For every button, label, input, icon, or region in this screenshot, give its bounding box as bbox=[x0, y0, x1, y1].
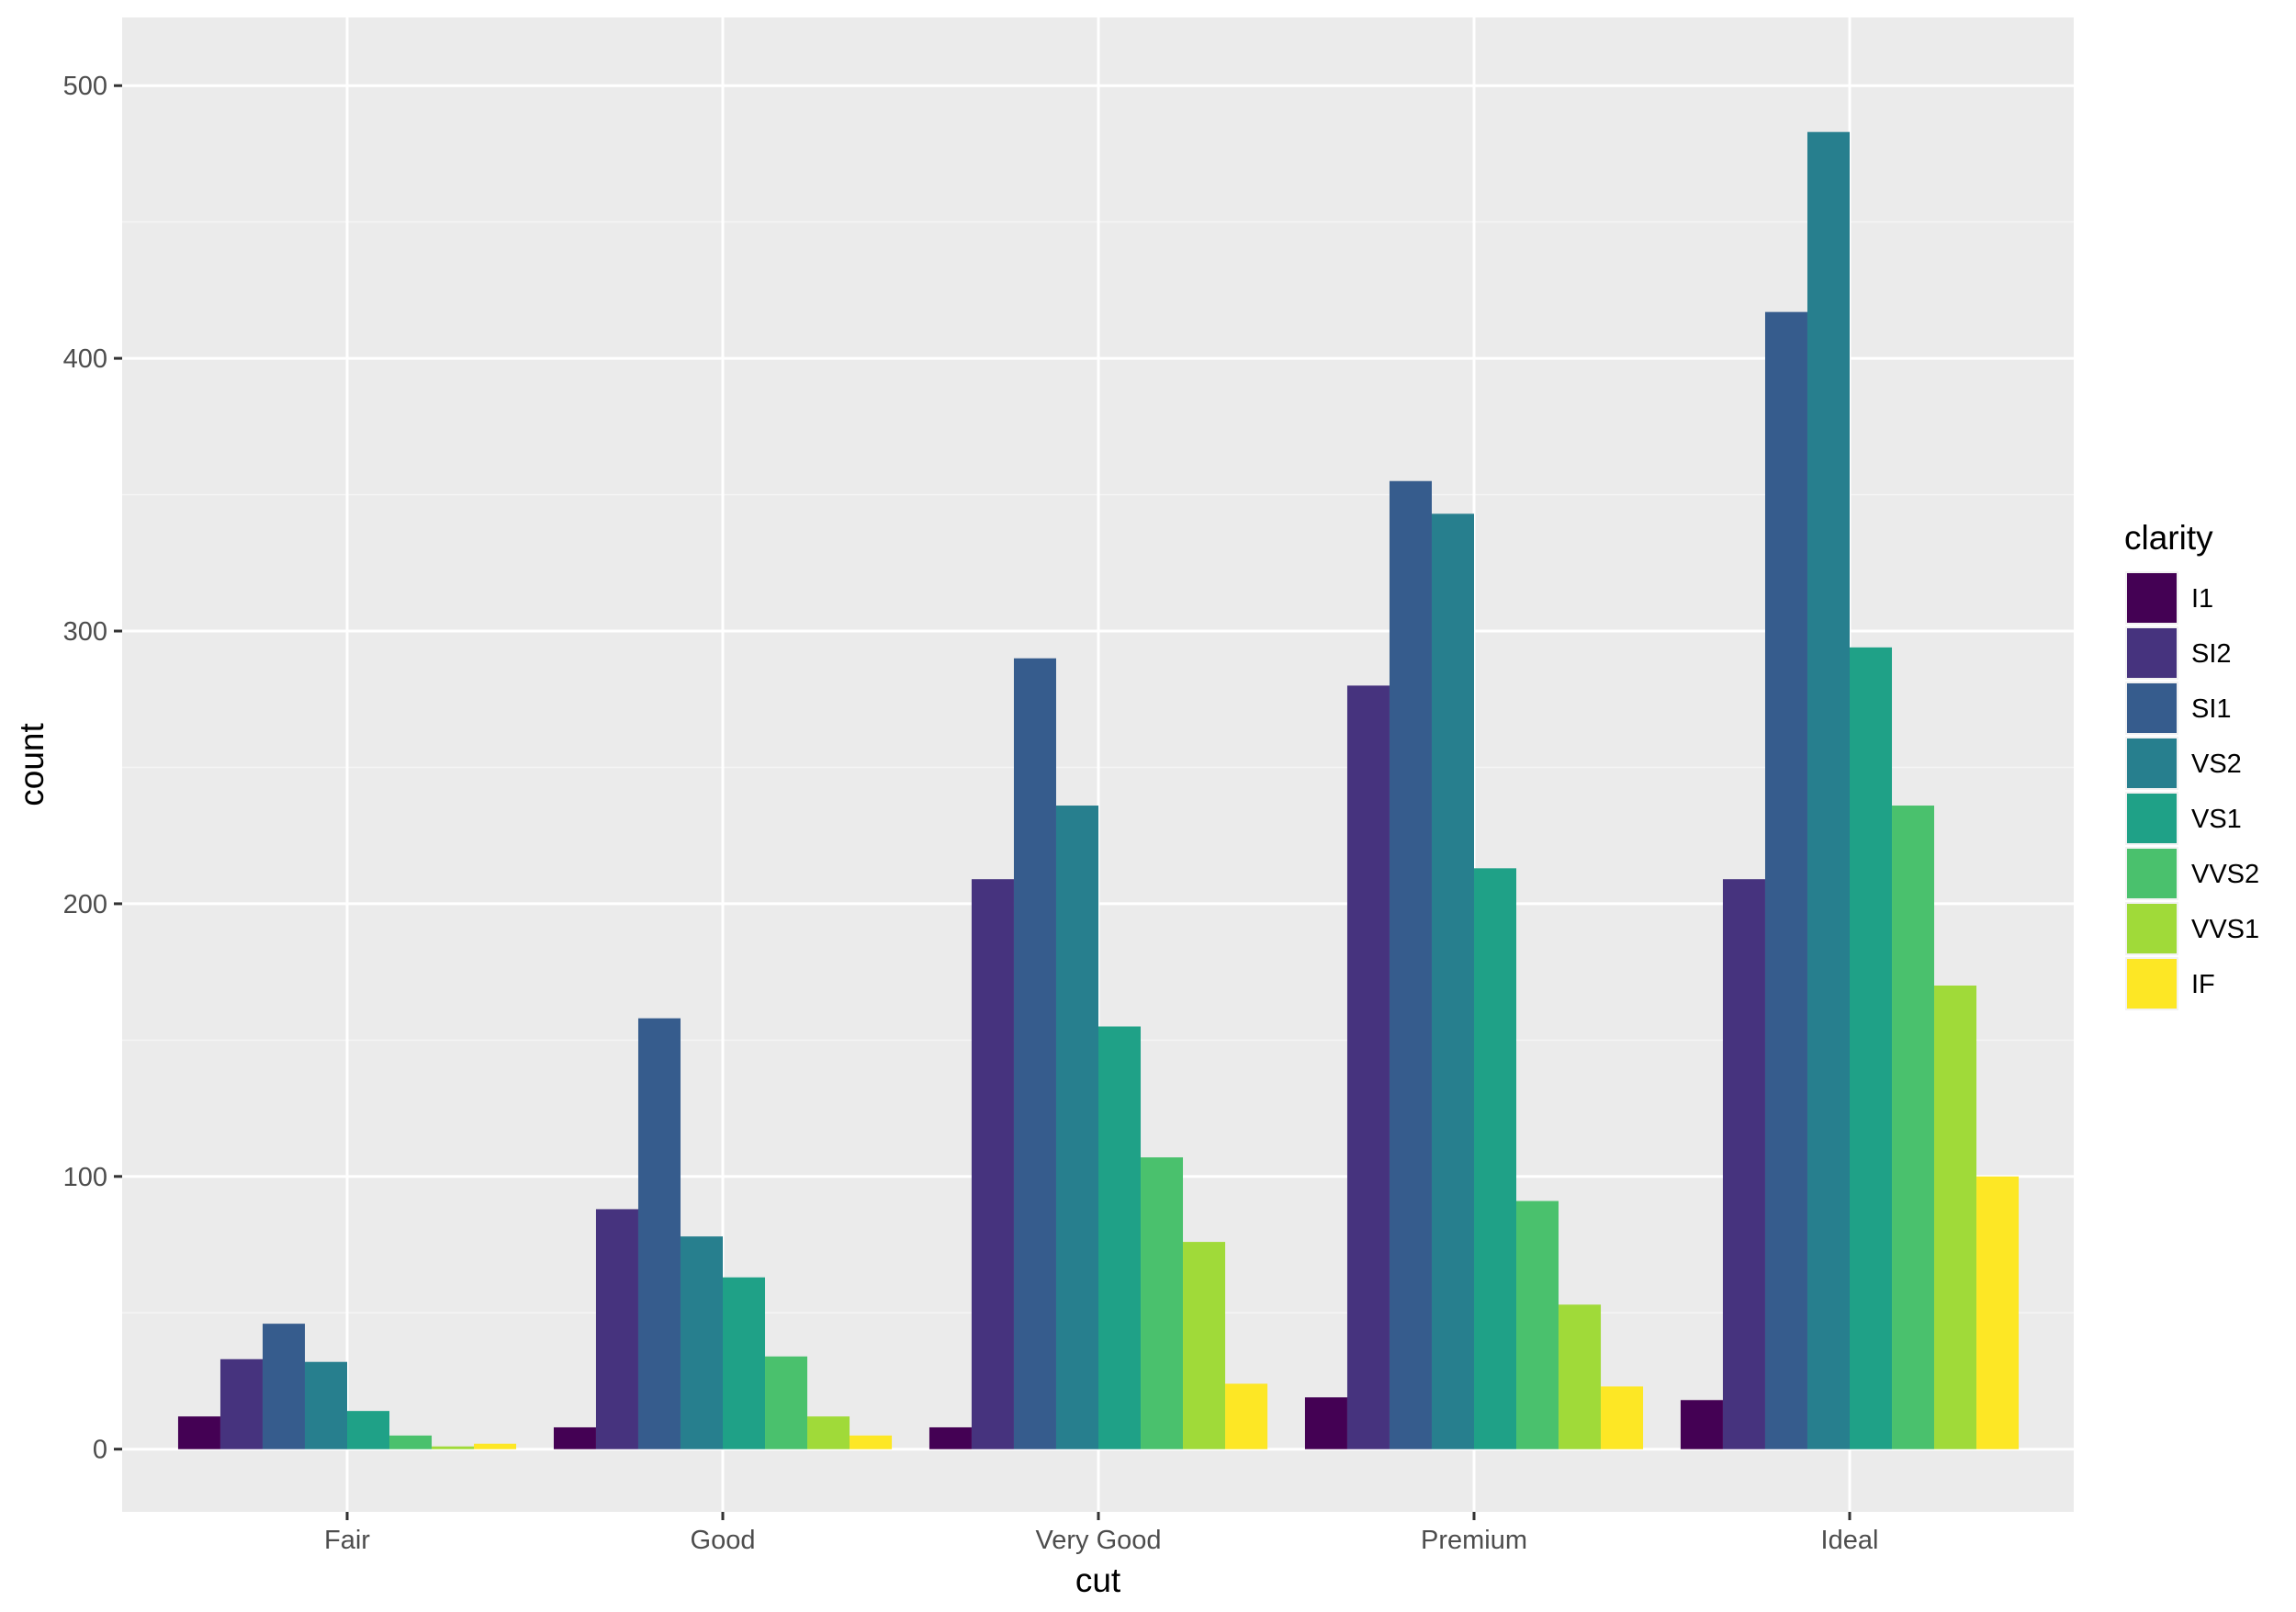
y-axis-title: count bbox=[13, 723, 51, 806]
bar-si1-very-good bbox=[1013, 658, 1056, 1449]
bar-vs2-good bbox=[680, 1236, 723, 1449]
bar-si2-ideal bbox=[1722, 879, 1765, 1449]
bar-i1-ideal bbox=[1680, 1400, 1723, 1449]
bar-vs1-fair bbox=[347, 1411, 390, 1449]
bar-if-ideal bbox=[1976, 1176, 2020, 1449]
bar-vs1-very-good bbox=[1098, 1026, 1142, 1449]
bar-si2-fair bbox=[219, 1358, 263, 1449]
bar-if-premium bbox=[1601, 1386, 1644, 1449]
bar-i1-premium bbox=[1304, 1397, 1347, 1449]
bar-i1-very-good bbox=[929, 1426, 972, 1449]
bar-if-fair bbox=[474, 1443, 517, 1449]
bar-vs2-very-good bbox=[1055, 806, 1098, 1449]
legend-swatch-vvs1 bbox=[2127, 904, 2177, 953]
x-tick-label: Premium bbox=[1421, 1526, 1527, 1555]
bar-vs2-ideal bbox=[1806, 131, 1850, 1449]
bar-vs2-fair bbox=[304, 1361, 347, 1449]
bar-vs1-good bbox=[723, 1277, 766, 1449]
x-axis-title: cut bbox=[1075, 1561, 1121, 1599]
bar-vs1-premium bbox=[1474, 868, 1517, 1449]
legend-label-vvs1: VVS1 bbox=[2191, 915, 2259, 944]
legend-label-vs1: VS1 bbox=[2191, 805, 2242, 834]
bars bbox=[177, 131, 2020, 1449]
bar-vs2-premium bbox=[1431, 513, 1474, 1449]
bar-i1-good bbox=[553, 1426, 596, 1449]
bar-vvs1-premium bbox=[1559, 1304, 1602, 1449]
bar-vvs1-very-good bbox=[1183, 1242, 1226, 1449]
legend-label-si2: SI2 bbox=[2191, 639, 2232, 669]
legend-swatch-si1 bbox=[2127, 683, 2177, 733]
legend-label-si1: SI1 bbox=[2191, 694, 2232, 724]
legend-swatch-vs2 bbox=[2127, 738, 2177, 788]
bar-si2-premium bbox=[1346, 685, 1390, 1449]
y-tick-label: 500 bbox=[63, 72, 107, 101]
bar-i1-fair bbox=[177, 1416, 220, 1449]
x-tick-label: Fair bbox=[324, 1526, 370, 1555]
legend-swatch-vs1 bbox=[2127, 794, 2177, 843]
legend-swatch-vvs2 bbox=[2127, 849, 2177, 898]
legend-swatch-i1 bbox=[2127, 573, 2177, 623]
bar-vvs2-ideal bbox=[1892, 806, 1935, 1449]
y-axis: 0 100 200 300 400 500 bbox=[63, 72, 122, 1465]
x-tick-label: Ideal bbox=[1821, 1526, 1879, 1555]
legend-label-vvs2: VVS2 bbox=[2191, 860, 2259, 889]
y-tick-label: 0 bbox=[93, 1436, 107, 1465]
y-tick-label: 200 bbox=[63, 890, 107, 919]
legend-label-vs2: VS2 bbox=[2191, 750, 2242, 779]
bar-vvs1-good bbox=[807, 1416, 850, 1449]
bar-if-good bbox=[850, 1435, 893, 1449]
bar-si1-ideal bbox=[1764, 311, 1807, 1449]
bar-si1-fair bbox=[262, 1324, 305, 1449]
bar-si1-premium bbox=[1389, 480, 1432, 1449]
x-tick-label: Good bbox=[691, 1526, 756, 1555]
bar-vvs2-good bbox=[765, 1356, 808, 1449]
bar-si1-good bbox=[637, 1018, 681, 1449]
bar-if-very-good bbox=[1225, 1383, 1268, 1449]
legend-label-if: IF bbox=[2191, 970, 2215, 999]
bar-vvs2-fair bbox=[389, 1435, 433, 1449]
legend-swatch-si2 bbox=[2127, 628, 2177, 678]
bar-vvs1-ideal bbox=[1934, 985, 1977, 1449]
x-axis: Fair Good Very Good Premium Ideal bbox=[324, 1512, 1878, 1555]
x-tick-label: Very Good bbox=[1035, 1526, 1161, 1555]
bar-vs1-ideal bbox=[1850, 647, 1893, 1449]
bar-si2-very-good bbox=[971, 879, 1014, 1449]
y-tick-label: 400 bbox=[63, 344, 107, 374]
legend: clarity I1 SI2 SI1 VS2 VS1 VVS2 VVS1 IF bbox=[2124, 519, 2259, 1010]
bar-si2-good bbox=[595, 1209, 638, 1449]
y-tick-label: 300 bbox=[63, 617, 107, 647]
bar-vvs1-fair bbox=[432, 1446, 475, 1449]
bar-vvs2-premium bbox=[1516, 1201, 1559, 1449]
legend-label-i1: I1 bbox=[2191, 584, 2213, 614]
legend-title: clarity bbox=[2124, 519, 2213, 557]
legend-swatch-if bbox=[2127, 959, 2177, 1009]
y-tick-label: 100 bbox=[63, 1163, 107, 1192]
bar-vvs2-very-good bbox=[1141, 1157, 1184, 1449]
